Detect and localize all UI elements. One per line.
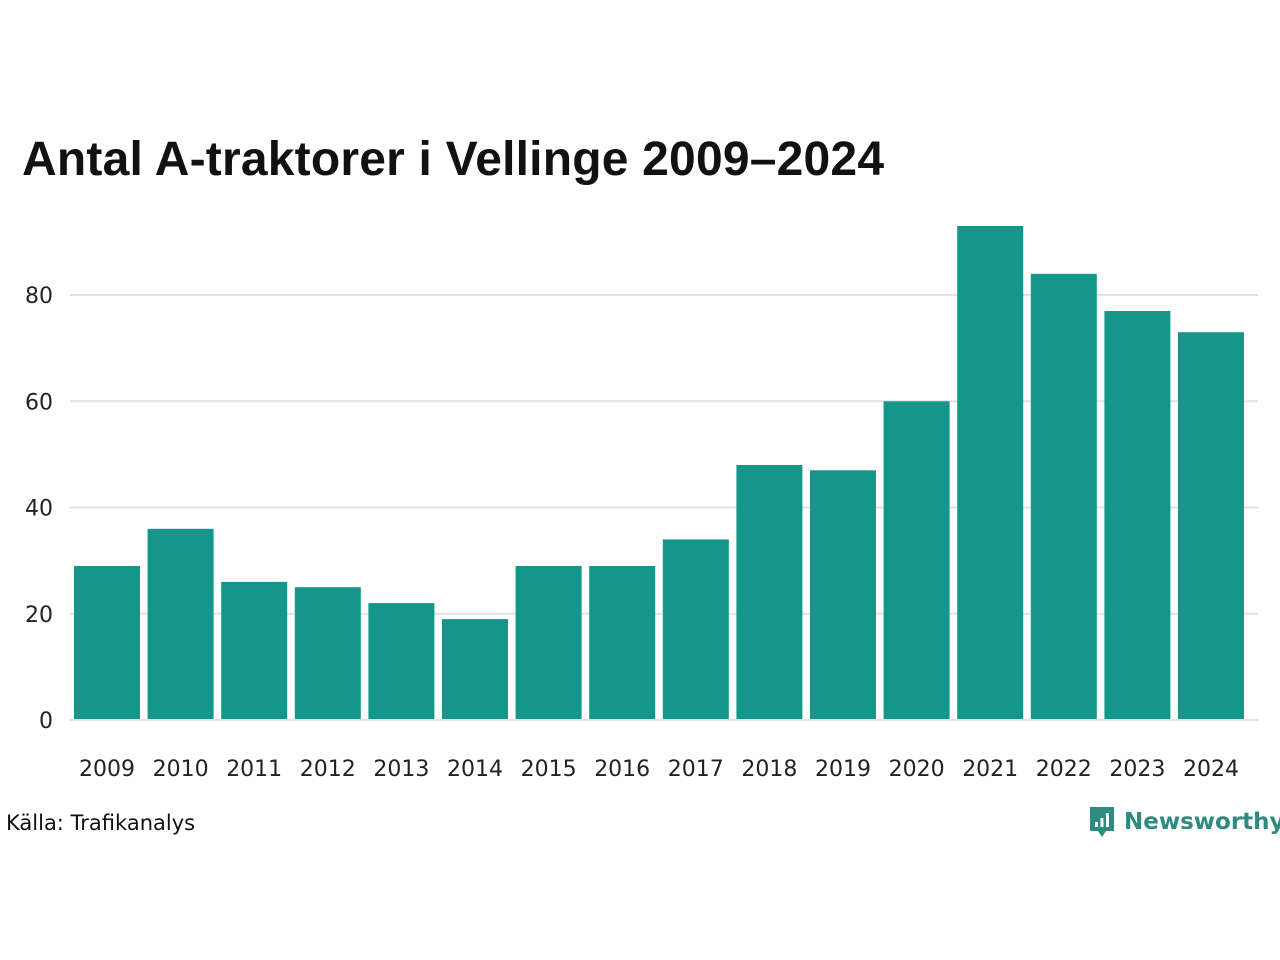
- chart-title: Antal A-traktorer i Vellinge 2009–2024: [22, 133, 885, 186]
- x-tick-label: 2018: [741, 757, 797, 782]
- y-tick-label: 0: [39, 709, 53, 734]
- x-tick-label: 2017: [668, 757, 724, 782]
- bar-2014: [442, 619, 508, 720]
- newsworthy-logo: Newsworthy: [1088, 804, 1280, 840]
- x-tick-label: 2014: [447, 757, 503, 782]
- x-tick-label: 2013: [373, 757, 429, 782]
- bar-2023: [1104, 311, 1171, 720]
- bar-2024: [1178, 332, 1244, 720]
- y-tick-label: 80: [25, 284, 53, 309]
- x-tick-label: 2020: [889, 757, 945, 782]
- x-tick-label: 2019: [815, 757, 871, 782]
- brand-name: Newsworthy: [1124, 809, 1280, 835]
- x-tick-label: 2011: [226, 757, 282, 782]
- x-tick-label: 2012: [300, 757, 356, 782]
- bar-chart-speech-bubble-icon: [1088, 805, 1116, 839]
- bar-2021: [957, 226, 1024, 720]
- x-tick-label: 2022: [1036, 757, 1092, 782]
- source-note: Källa: Trafikanalys: [6, 811, 196, 835]
- bars: [70, 226, 1258, 721]
- x-tick-label: 2010: [153, 757, 209, 782]
- bar-2010: [147, 528, 214, 720]
- bar-2017: [662, 539, 729, 720]
- y-axis-ticks: 0 20 40 60 80: [25, 284, 53, 734]
- bar-2011: [221, 581, 288, 720]
- bar-2013: [368, 603, 435, 720]
- x-axis-ticks: 2009 2010 2011 2012 2013 2014 2015 2016 2017 2018…: [79, 757, 1239, 782]
- bar-2018: [736, 465, 803, 720]
- bar-2020: [883, 401, 950, 720]
- x-tick-label: 2015: [521, 757, 577, 782]
- bar-2022: [1030, 273, 1097, 720]
- y-tick-label: 40: [25, 497, 53, 522]
- x-tick-label: 2024: [1183, 757, 1239, 782]
- bar-2009: [74, 566, 140, 720]
- bar-2012: [294, 587, 361, 720]
- bar-2016: [589, 566, 656, 720]
- y-tick-label: 60: [25, 390, 53, 415]
- x-tick-label: 2009: [79, 757, 135, 782]
- x-tick-label: 2023: [1109, 757, 1165, 782]
- x-tick-label: 2021: [962, 757, 1018, 782]
- x-tick-label: 2016: [594, 757, 650, 782]
- bar-2015: [515, 566, 582, 720]
- bar-2019: [810, 470, 876, 720]
- y-tick-label: 20: [25, 603, 53, 628]
